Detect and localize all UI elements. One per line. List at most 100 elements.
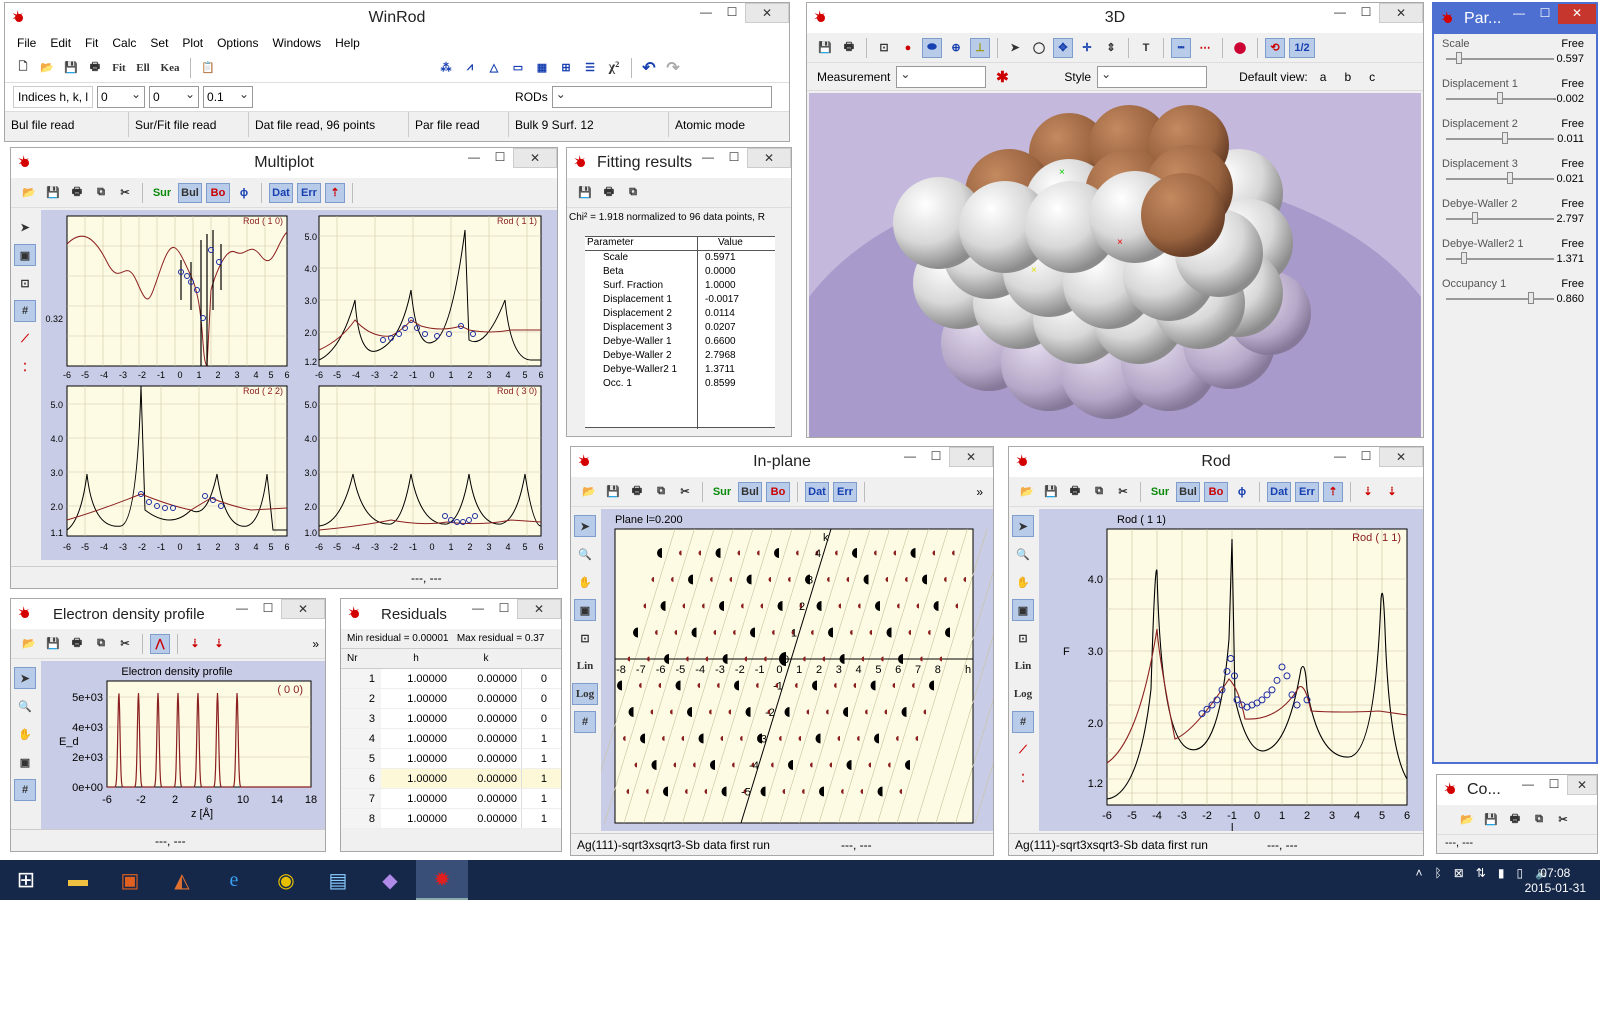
axes-icon[interactable]: ⊕ (951, 42, 961, 54)
pointer-icon[interactable]: ➤ (1012, 515, 1034, 537)
grid-icon[interactable]: # (14, 779, 36, 801)
magnifier-icon[interactable]: 🔍 (18, 700, 32, 713)
magnifier-icon[interactable]: 🔍 (578, 548, 592, 561)
fit-view-icon[interactable]: ⊡ (879, 42, 889, 54)
parameter-state[interactable]: Free (1561, 198, 1584, 210)
parameter-slider-track[interactable] (1446, 178, 1554, 180)
more-chevron-icon[interactable]: » (976, 484, 983, 499)
residuals-titlebar[interactable]: Residuals —☐✕ (341, 599, 561, 629)
points-style-icon[interactable]: ⁚ (23, 361, 27, 374)
menu-plot[interactable]: Plot (182, 36, 204, 50)
pointer-icon[interactable]: ➤ (574, 515, 596, 537)
lattice-icon[interactable]: ⁂ (440, 62, 452, 74)
open-folder-icon[interactable]: 📂 (40, 62, 54, 74)
lin-button[interactable]: Lin (576, 660, 594, 672)
l-select[interactable]: 0.1 (203, 86, 254, 108)
rod-plot-icon[interactable]: ⩘ (466, 61, 474, 73)
menu-edit[interactable]: Edit (50, 36, 72, 50)
minimize-icon[interactable]: — (904, 449, 916, 463)
parameters-titlebar[interactable]: Par... —☐✕ (1434, 4, 1596, 34)
bond-icon[interactable]: ⬬ (922, 37, 942, 58)
volume-icon[interactable]: 🔈 (1535, 866, 1550, 880)
view-c-button[interactable]: c (1369, 69, 1376, 84)
bluetooth-icon[interactable]: ᛒ (1434, 866, 1442, 880)
close-icon[interactable]: ✕ (281, 599, 325, 619)
dat-toggle[interactable]: Dat (269, 182, 293, 203)
cut-icon[interactable]: ✂ (120, 638, 130, 650)
export-icon[interactable]: ⇣ (190, 638, 200, 650)
cur-export-icon[interactable]: ⇣ (214, 638, 224, 650)
rod-canvas[interactable]: Rod ( 1 1) Rod ( 1 1) 4.03.02.01.2 F -6-… (1039, 509, 1423, 831)
co-titlebar[interactable]: Co... —☐✕ (1437, 775, 1597, 805)
start-button[interactable]: ⊞ (16, 867, 36, 892)
open-folder-icon[interactable]: 📂 (1020, 486, 1034, 498)
table-row[interactable]: 5 1.00000 0.00000 1 (341, 749, 561, 769)
open-folder-icon[interactable]: 📂 (22, 638, 36, 650)
parameter-slider-track[interactable] (1446, 218, 1554, 220)
phase-icon[interactable]: ϕ (239, 186, 249, 199)
save-icon[interactable]: 💾 (46, 638, 60, 650)
minimize-icon[interactable]: — (1513, 6, 1525, 20)
network-x-icon[interactable]: ⊠ (1453, 866, 1464, 880)
print-icon[interactable]: 🖶 (71, 637, 83, 649)
print-icon[interactable]: 🖶 (1509, 813, 1521, 825)
menu-file[interactable]: File (17, 36, 37, 50)
menu-calc[interactable]: Calc (112, 36, 137, 50)
multiplot-canvas[interactable]: Rod ( 1 0) 0.32 Rod ( 1 1) 5.0 4.0 3.0 2… (41, 210, 557, 560)
dat-toggle[interactable]: Dat (1267, 481, 1291, 502)
parameter-slider-thumb[interactable] (1471, 212, 1478, 224)
table-row[interactable]: 4 1.00000 0.00000 1 (341, 729, 561, 749)
maximize-icon[interactable]: ☐ (1548, 777, 1560, 791)
hand-icon[interactable]: ✋ (1016, 576, 1030, 589)
matlab-icon[interactable]: ◭ (174, 869, 190, 892)
zoom-box-icon[interactable]: ▣ (14, 244, 36, 266)
parameter-state[interactable]: Free (1561, 278, 1584, 290)
maximize-icon[interactable]: ☐ (262, 601, 274, 615)
table-row[interactable]: 8 1.00000 0.00000 1 (341, 809, 561, 829)
spheres-icon[interactable]: ⬤ (1233, 42, 1247, 54)
err-toggle[interactable]: Err (1295, 481, 1319, 502)
parameter-state[interactable]: Free (1561, 158, 1584, 170)
open-folder-icon[interactable]: 📂 (1460, 814, 1474, 826)
bo-toggle[interactable]: Bo (206, 182, 230, 203)
battery-icon[interactable]: ▯ (1516, 866, 1524, 880)
dat-export-icon[interactable]: ⇣ (1363, 486, 1373, 498)
rod-titlebar[interactable]: Rod —☐✕ (1009, 447, 1423, 477)
table-row[interactable]: 7 1.00000 0.00000 1 (341, 789, 561, 809)
grid-icon[interactable]: # (14, 300, 36, 322)
save-icon[interactable]: 💾 (818, 42, 832, 54)
fit-button[interactable]: Fit (112, 61, 126, 74)
minimize-icon[interactable]: — (700, 5, 712, 19)
lb-toggle[interactable]: ⇡ (1323, 481, 1343, 502)
zoom-fit-icon[interactable]: ⊡ (1018, 632, 1028, 645)
multiplot-icon[interactable]: ⊞ (561, 62, 571, 74)
grid-icon[interactable]: # (574, 711, 596, 733)
close-icon[interactable]: ✕ (513, 148, 557, 168)
parameter-state[interactable]: Free (1561, 78, 1584, 90)
lasso-icon[interactable]: ◯ (1032, 42, 1046, 54)
dat-toggle[interactable]: Dat (805, 481, 829, 502)
minimize-icon[interactable]: — (472, 601, 484, 615)
hand-icon[interactable]: ✋ (18, 728, 32, 741)
inplane-canvas[interactable]: Plane l=0.200 -8 -7 -6 -5 -4 -3 -2 -1 0 1 2 3 4 5 6 7 84… (601, 509, 993, 831)
maximize-icon[interactable]: ☐ (494, 150, 506, 164)
copy-icon[interactable]: ⧉ (1535, 813, 1543, 825)
atom-icon[interactable]: ● (904, 41, 912, 54)
minimize-icon[interactable]: — (1522, 777, 1534, 791)
dashed-line-icon[interactable]: ┅ (1171, 37, 1191, 58)
pointer-icon[interactable]: ➤ (14, 667, 36, 689)
parameter-slider-thumb[interactable] (1502, 132, 1509, 144)
save-icon[interactable]: 💾 (606, 486, 620, 498)
file-explorer-icon[interactable]: ▬ (68, 868, 88, 891)
system-clock[interactable]: 07:08 2015-01-31 (1525, 866, 1586, 896)
cut-icon[interactable]: ✂ (120, 187, 130, 199)
copy-icon[interactable]: ⧉ (1095, 485, 1103, 497)
parameter-slider-thumb[interactable] (1461, 252, 1468, 264)
sur-toggle[interactable]: Sur (712, 485, 732, 498)
minimize-icon[interactable]: — (702, 150, 714, 164)
grid-plot-icon[interactable]: ▦ (536, 62, 548, 74)
close-icon[interactable]: ✕ (949, 447, 993, 467)
edp-canvas[interactable]: Electron density profile ( 0 0) 5e+03 4e+… (41, 661, 325, 829)
close-icon[interactable]: ✕ (1567, 775, 1597, 795)
sync-icon[interactable]: ⇅ (1475, 866, 1486, 880)
